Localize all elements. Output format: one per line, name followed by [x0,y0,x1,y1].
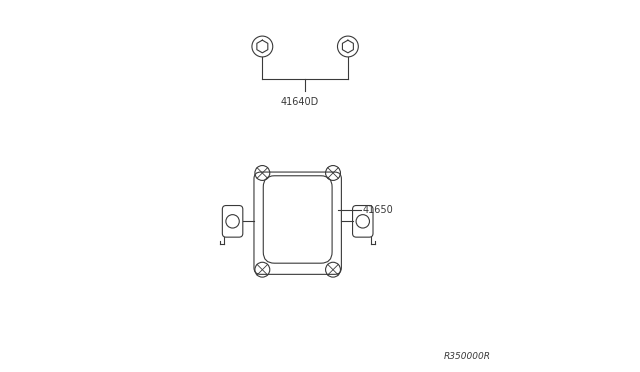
Text: R350000R: R350000R [444,352,491,361]
Text: 41640D: 41640D [281,97,319,107]
Text: 41650: 41650 [363,205,394,215]
